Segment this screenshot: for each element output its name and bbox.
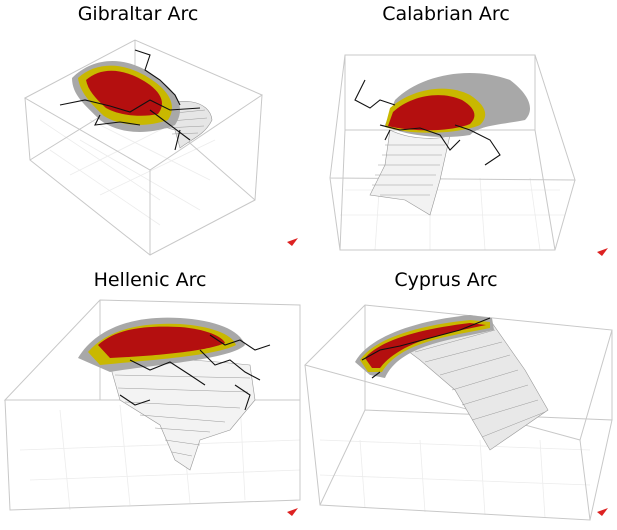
- panel-title: Calabrian Arc: [382, 3, 510, 25]
- floor-grid: [19, 399, 301, 511]
- compass: [287, 508, 298, 516]
- contours: [154, 109, 208, 135]
- slab-surface: [109, 358, 256, 471]
- coastline: [354, 79, 501, 166]
- floor-grid: [319, 439, 591, 519]
- yellow-zone: [360, 320, 490, 372]
- red-zone: [98, 326, 225, 358]
- contours: [372, 144, 445, 196]
- bounding-box: [304, 304, 613, 521]
- compass: [597, 508, 608, 516]
- panel-title: Gibraltar Arc: [78, 3, 199, 25]
- slab-surface: [369, 129, 451, 216]
- floor-grid: [39, 109, 216, 226]
- panel-cyprus: Cyprus Arc: [304, 269, 613, 521]
- panel-calabrian: Calabrian Arc: [329, 3, 608, 256]
- panel-title: Cyprus Arc: [394, 269, 497, 291]
- contours: [414, 329, 546, 438]
- panel-hellenic: Hellenic Arc: [3, 269, 301, 516]
- compass: [287, 238, 298, 246]
- bounding-box: [3, 299, 301, 511]
- contours: [114, 374, 251, 457]
- panel-title: Hellenic Arc: [94, 269, 207, 291]
- bounding-box: [23, 39, 264, 256]
- panel-gibraltar: Gibraltar Arc: [23, 3, 298, 256]
- red-zone: [365, 323, 486, 368]
- coastline: [59, 49, 201, 151]
- red-zone: [388, 95, 475, 131]
- coastline: [119, 334, 271, 411]
- compass: [597, 248, 608, 256]
- coastline: [361, 317, 491, 379]
